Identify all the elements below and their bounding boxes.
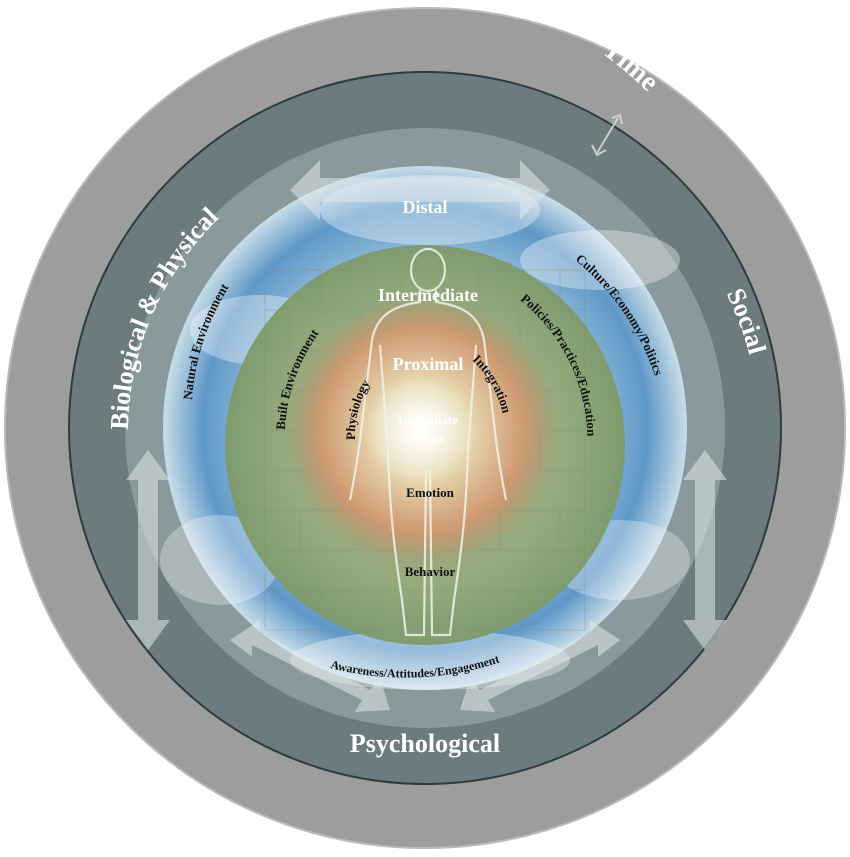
emotion-label: Emotion — [406, 485, 454, 500]
distal-label: Distal — [403, 197, 448, 217]
immediate-label: Immediate — [398, 412, 458, 427]
proximal-label: Proximal — [393, 354, 464, 374]
bidirectional-arrows — [126, 160, 727, 712]
human-figure — [348, 247, 508, 637]
intermediate-label: Intermediate — [378, 285, 478, 305]
time-arrow-icon — [591, 113, 623, 157]
behavior-label: Behavior — [405, 564, 456, 579]
immediate-zone — [365, 375, 475, 485]
micro-label: Micro — [411, 430, 445, 445]
psychological-label: Psychological — [350, 729, 500, 758]
